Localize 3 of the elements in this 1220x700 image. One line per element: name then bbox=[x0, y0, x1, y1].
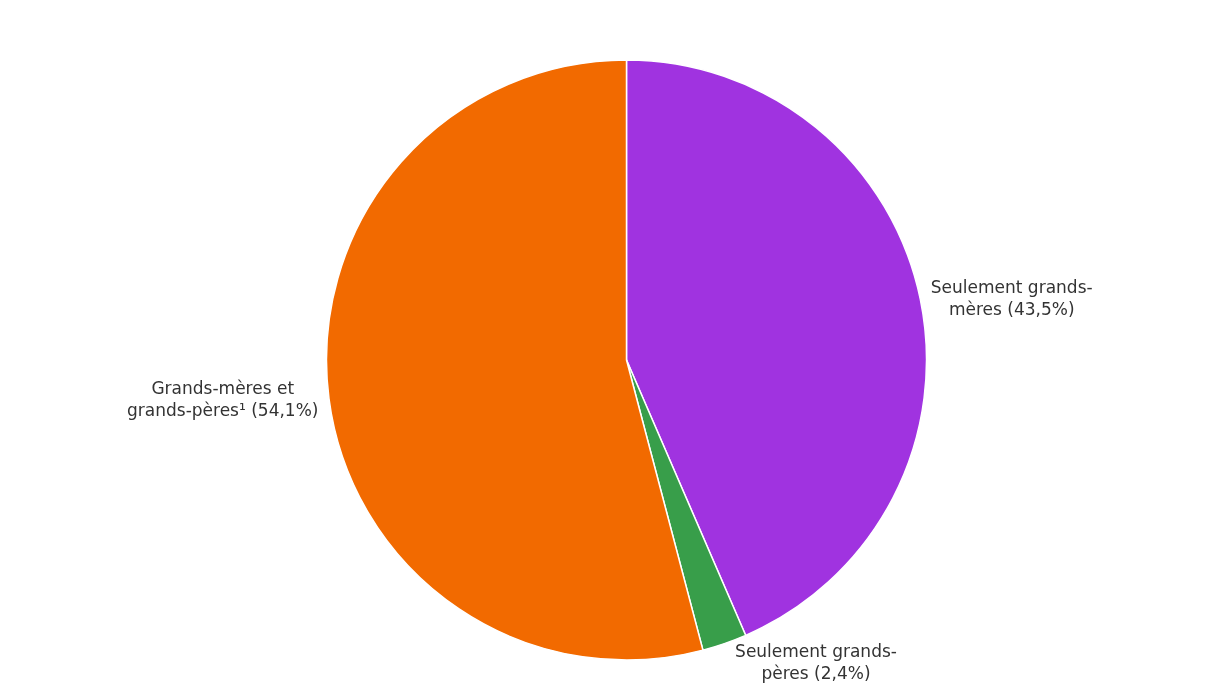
slice-label: Grands-mères et grands-pères¹ (54,1%) bbox=[127, 377, 319, 420]
slice-label: Seulement grands-mères (43,5%) bbox=[930, 277, 1093, 320]
slice-label: Seulement grands-pères (2,4%) bbox=[735, 641, 897, 684]
